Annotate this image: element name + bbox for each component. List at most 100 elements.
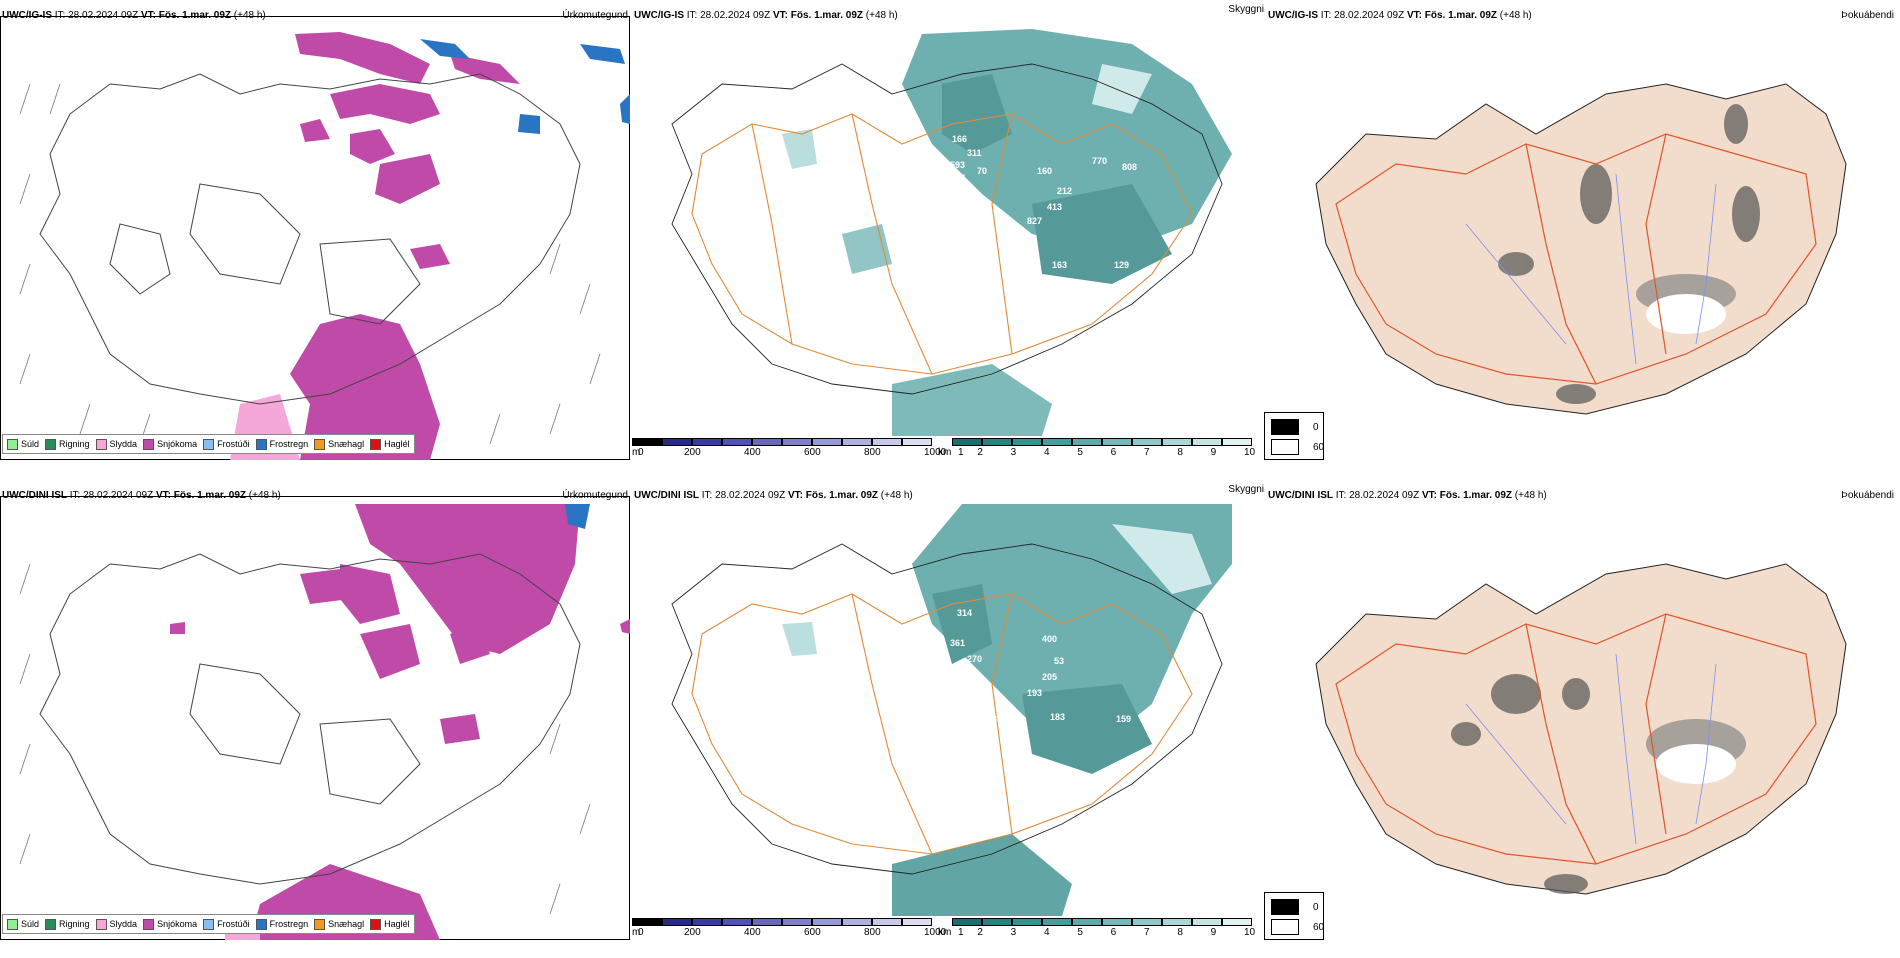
colorbar-tick: 6 (1110, 927, 1117, 938)
legend-swatch (255, 438, 267, 450)
colorbar-segment (952, 438, 982, 446)
peak-label: 257 (950, 173, 965, 183)
peak-label: 166 (952, 134, 967, 144)
it-label: IT: (1335, 490, 1347, 501)
colorbar-segment (982, 918, 1012, 926)
peak-label: 159 (1116, 714, 1131, 724)
precip-type-legend: Súld Rigning Slydda Snjókoma Frostúði Fr… (2, 914, 415, 934)
colorbar-segment (1102, 438, 1132, 446)
panel-fog-index-dini: UWC/DINI ISL IT: 28.02.2024 09Z VT: Fös.… (1266, 480, 1898, 958)
peak-label: 314 (957, 608, 972, 618)
peak-label: 212 (1057, 186, 1072, 196)
vt-label: VT: (787, 490, 803, 501)
legend-swatch (314, 438, 326, 450)
colorbar-tick: 3 (1010, 927, 1017, 938)
panel-header: UWC/IG-IS IT: 28.02.2024 09Z VT: Fös. 1.… (1268, 10, 1532, 21)
panel-precip-type-igis: UWC/IG-IS IT: 28.02.2024 09Z VT: Fös. 1.… (0, 0, 632, 478)
height-unit: m (632, 927, 641, 938)
visibility-fields (782, 504, 1232, 916)
visibility-unit: km (938, 447, 952, 458)
vt-label: VT: (1421, 490, 1437, 501)
legend-swatch (143, 918, 155, 930)
colorbar-segment (1012, 918, 1042, 926)
fog-map (1315, 563, 1847, 895)
it-value: 28.02.2024 09Z (68, 10, 139, 21)
it-value: 28.02.2024 09Z (1334, 10, 1405, 21)
it-label: IT: (686, 10, 698, 21)
panel-title: Úrkomutegund (562, 10, 628, 21)
colorbar-tick: 2 (977, 447, 983, 458)
it-label: IT: (69, 490, 81, 501)
vt-value: Fös. 1.mar. 09Z (1424, 10, 1498, 21)
colorbar-segment (722, 438, 752, 446)
peak-label: 205 (1042, 672, 1057, 682)
panel-header: UWC/DINI ISL IT: 28.02.2024 09Z VT: Fös.… (634, 490, 913, 501)
colorbar-tick: 0 (638, 447, 644, 458)
iceland-outline (39, 73, 581, 405)
colorbar-tick: 4 (1044, 927, 1050, 938)
legend-item: Súld (7, 918, 39, 930)
height-unit: m (632, 447, 641, 458)
lead-time: (+48 h) (248, 490, 281, 501)
vt-value: Fös. 1.mar. 09Z (1439, 490, 1513, 501)
colorbar-tick: 5 (1077, 927, 1083, 938)
colorbar-segment (1192, 438, 1222, 446)
legend-item: Snjókoma (143, 918, 197, 930)
lead-time: (+48 h) (1499, 10, 1532, 21)
wind-barbs (19, 563, 591, 915)
colorbar-tick: 8 (1177, 447, 1183, 458)
colorbar-segment (812, 918, 842, 926)
vt-label: VT: (772, 10, 788, 21)
it-value: 28.02.2024 09Z (715, 490, 786, 501)
colorbar-segment (692, 918, 722, 926)
peak-label: 247 (947, 248, 962, 258)
colorbar-tick: 200 (684, 447, 701, 458)
colorbar-tick: 7 (1144, 447, 1150, 458)
colorbar-segment (752, 918, 782, 926)
precip-map (19, 32, 630, 460)
colorbar-tick: 600 (804, 927, 821, 938)
colorbar-segment (662, 918, 692, 926)
legend-item: Slydda (95, 438, 137, 450)
colorbar-segment (1012, 438, 1042, 446)
colorbar-tick: 10 (1244, 927, 1256, 938)
peak-label: 400 (1042, 634, 1057, 644)
iceland-outline (671, 543, 1223, 875)
legend-item: Slydda (95, 918, 137, 930)
vt-value: Fös. 1.mar. 09Z (158, 10, 232, 21)
colorbar-segment (692, 438, 722, 446)
visibility-map: 314 361 270 400 53 205 193 178 318 288 1… (671, 504, 1232, 916)
legend-swatch (45, 438, 57, 450)
legend-item: Snæhagl (314, 438, 364, 450)
colorbar-segment (1102, 918, 1132, 926)
legend-swatch (95, 918, 107, 930)
visibility-unit: km (938, 927, 952, 938)
legend-item: Frostregn (255, 438, 308, 450)
colorbar-segment (902, 918, 932, 926)
legend-swatch (370, 918, 382, 930)
river-network (1465, 653, 1717, 845)
legend-item: Súld (7, 438, 39, 450)
vt-value: Fös. 1.mar. 09Z (790, 10, 864, 21)
colorbar-tick: 8 (1177, 927, 1183, 938)
colorbar-tick: 400 (744, 447, 761, 458)
legend-swatch (143, 438, 155, 450)
vt-label: VT: (140, 10, 156, 21)
precip-type-legend: Súld Rigning Slydda Snjókoma Frostúði Fr… (2, 434, 415, 454)
it-label: IT: (701, 490, 713, 501)
legend-swatch (255, 918, 267, 930)
colorbar-tick: 600 (804, 447, 821, 458)
peak-label: 770 (1092, 156, 1107, 166)
panel-visibility-dini: UWC/DINI ISL IT: 28.02.2024 09Z VT: Fös.… (632, 480, 1324, 958)
colorbar-segment (872, 438, 902, 446)
colorbar-tick: 1000 (924, 927, 947, 938)
precip-map (19, 504, 630, 940)
peak-label: 306 (1002, 260, 1017, 270)
peak-label: 163 (1052, 260, 1067, 270)
peak-label: 808 (1122, 162, 1137, 172)
colorbar-segment (1222, 438, 1252, 446)
colorbars: m 0 200 400 600 800 1000 km 1 2 3 4 5 6 7 8 9 10 (632, 918, 1264, 940)
glacier-white (1646, 294, 1726, 334)
peak-label: 827 (1027, 216, 1042, 226)
legend-swatch (203, 438, 215, 450)
